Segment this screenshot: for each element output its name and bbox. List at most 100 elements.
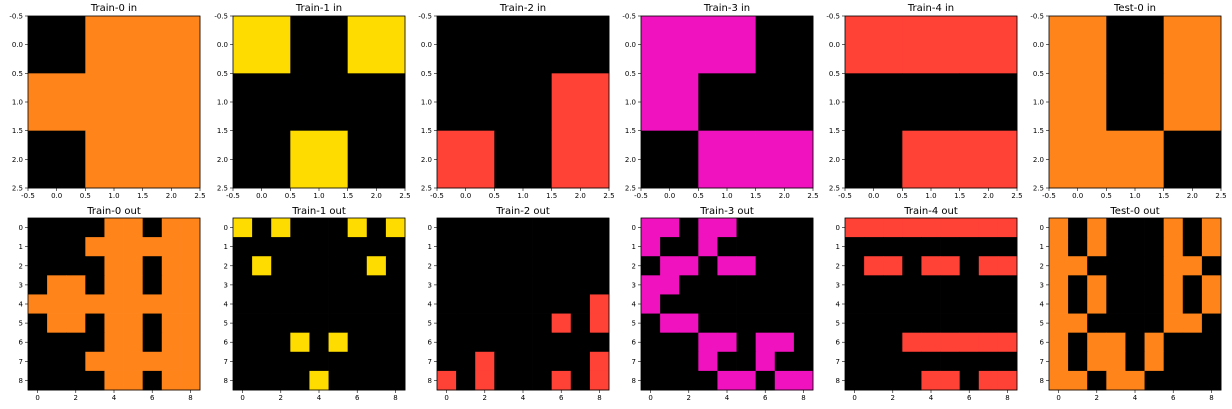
grid-cell [736,237,757,257]
grid-cell [1049,16,1107,74]
grid-cell [494,16,553,74]
grid-cell [698,370,718,391]
grid-cell [978,351,999,372]
x-tick-label: 2.0 [166,192,177,200]
y-tick-label: 1.5 [421,127,432,135]
grid-cell [864,351,884,372]
grid-cell [161,218,182,238]
grid-cell [290,256,310,276]
x-tick-label: 8 [597,394,601,402]
grid-cell [641,351,661,372]
grid-cell [589,256,610,276]
grid-cell [309,256,329,276]
x-tick-label: 1.0 [313,192,324,200]
grid-cell [28,130,86,189]
grid-cell [1201,275,1222,295]
grid-cell [532,275,553,295]
grid-cell [1068,218,1088,238]
y-tick-label: 7 [19,358,23,366]
y-tick-label: 1.0 [829,99,840,107]
y-tick-label: 0 [632,224,636,232]
grid-cell [902,130,961,189]
grid-cell [532,332,553,353]
grid-cell [570,237,591,257]
x-tick-label: 0 [444,394,448,402]
grid-cell [28,73,86,132]
y-tick-label: 1 [224,243,228,251]
grid-cell [437,275,457,295]
grid-cell [679,237,699,257]
grid-cell [161,275,182,295]
grid-cell [28,370,48,391]
x-tick-label: 1.5 [546,192,557,200]
grid-cell [978,294,999,314]
grid-cell [494,275,514,295]
grid-cell [233,16,291,74]
panel-test-0-out: Test-0 out 0 2 4 6 8 0 1 2 3 4 5 6 7 8 [1040,206,1222,402]
grid-cell [1068,275,1088,295]
grid-cell [1163,313,1184,334]
grid-cell [551,332,572,353]
grid-cell [551,313,572,334]
grid-cell [845,16,903,74]
grid-cell [366,332,387,353]
grid-cell [366,370,387,391]
x-tick-label: 0.0 [460,192,471,200]
y-tick-label: 0.0 [217,41,228,49]
x-tick-label: -0.5 [1042,192,1056,200]
x-tick-label: 6 [355,394,360,402]
y-tick-label: 1 [632,243,636,251]
panel-title: Train-4 out [903,206,958,217]
grid-cell [660,294,680,314]
y-tick-label: 0.0 [421,41,432,49]
y-tick-label: 3 [632,281,636,289]
grid-cell [1125,313,1145,334]
grid-cell [902,237,922,257]
grid-cell [85,237,105,257]
y-tick-label: 0 [1040,224,1044,232]
grid-cell [774,332,795,353]
panel-train-3-out: Train-3 out 0 2 4 6 8 0 1 2 3 4 5 6 7 8 [632,206,814,402]
grid-cell [978,313,999,334]
grid-cell [997,275,1018,295]
grid-cell [921,294,941,314]
y-tick-label: -0.5 [9,13,23,21]
grid-cell [494,294,514,314]
y-tick-label: 2.0 [1033,156,1044,164]
grid-cell [437,16,495,74]
x-tick-label: 2.5 [603,192,614,200]
y-tick-label: 0.5 [421,70,432,78]
x-tick-label: 6 [967,394,972,402]
y-tick-label: 7 [224,358,228,366]
y-tick-label: 2.5 [1033,185,1044,193]
grid-cell [1106,256,1126,276]
grid-cell [532,237,553,257]
grid-cell [161,370,182,391]
x-tick-label: 4 [317,394,322,402]
grid-cell [1049,218,1069,238]
grid-cell [793,256,814,276]
y-tick-label: 2.5 [829,185,840,193]
grid-cell [1049,237,1069,257]
grid-cell [233,218,253,238]
grid-cell [328,332,349,353]
y-tick-label: 6 [836,339,841,347]
grid-cell [104,313,124,334]
grid-cell [142,351,163,372]
x-tick-label: 2.0 [575,192,586,200]
grid-cell [1163,294,1184,314]
grid-cell [513,370,533,391]
grid-cell [864,256,884,276]
grid-cell [142,237,163,257]
grid-cell [698,130,757,189]
grid-cell [180,237,201,257]
grid-cell [85,218,105,238]
grid-cell [1068,294,1088,314]
grid-cell [290,218,310,238]
grid-cell [456,313,476,334]
x-tick-label: 1.5 [1158,192,1169,200]
x-tick-label: 2.5 [194,192,205,200]
grid-cell [233,332,253,353]
y-tick-label: 2.5 [421,185,432,193]
grid-cell [180,275,201,295]
